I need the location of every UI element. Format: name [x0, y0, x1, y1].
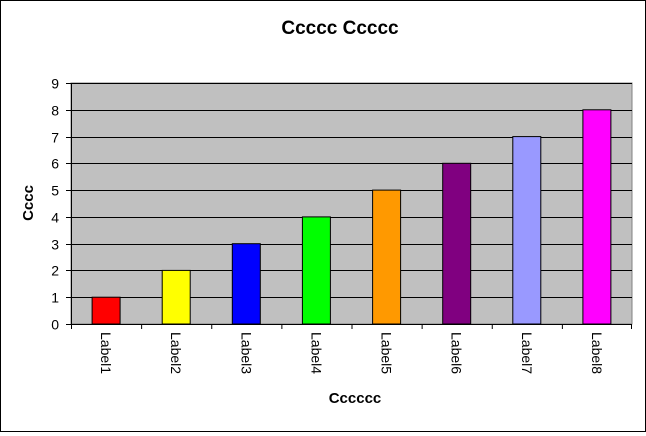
- x-tick-label: Label2: [168, 332, 184, 374]
- plot-background: [70, 82, 633, 325]
- bar: [512, 136, 542, 325]
- x-tick-label: Label6: [449, 332, 465, 374]
- y-tick-label: 1: [51, 290, 59, 306]
- y-tick-label: 3: [51, 237, 59, 253]
- y-tick-label: 2: [51, 263, 59, 279]
- y-tick-label: 7: [51, 130, 59, 146]
- x-tick-label: Label7: [519, 332, 535, 374]
- bar: [161, 269, 191, 325]
- bar: [442, 162, 472, 325]
- x-tick-label: Label1: [98, 332, 114, 374]
- x-tick-label: Label8: [589, 332, 605, 374]
- x-tick-label: Label4: [308, 332, 324, 374]
- y-tick-label: 4: [51, 210, 59, 226]
- y-tick-label: 0: [51, 317, 59, 333]
- plot-area: 0 1 2 3 4 5 6 7 8 9 Label1 Label2 Label3 Label4 Label5…: [51, 76, 633, 374]
- chart-title: Ccccc Ccccc: [281, 18, 399, 39]
- bar: [301, 216, 331, 325]
- y-tick-label: 6: [51, 156, 59, 172]
- y-tick-label: 5: [51, 183, 59, 199]
- y-axis-title: Cccc: [20, 185, 37, 221]
- bar: [582, 109, 612, 325]
- bar: [372, 189, 402, 325]
- x-tick-label: Label3: [238, 332, 254, 374]
- x-tick-label: Label5: [379, 332, 395, 374]
- x-axis-title: Cccccc: [329, 390, 382, 407]
- y-tick-label: 9: [51, 76, 59, 92]
- bar: [91, 296, 121, 325]
- y-tick-label: 8: [51, 103, 59, 119]
- bar: [231, 243, 261, 325]
